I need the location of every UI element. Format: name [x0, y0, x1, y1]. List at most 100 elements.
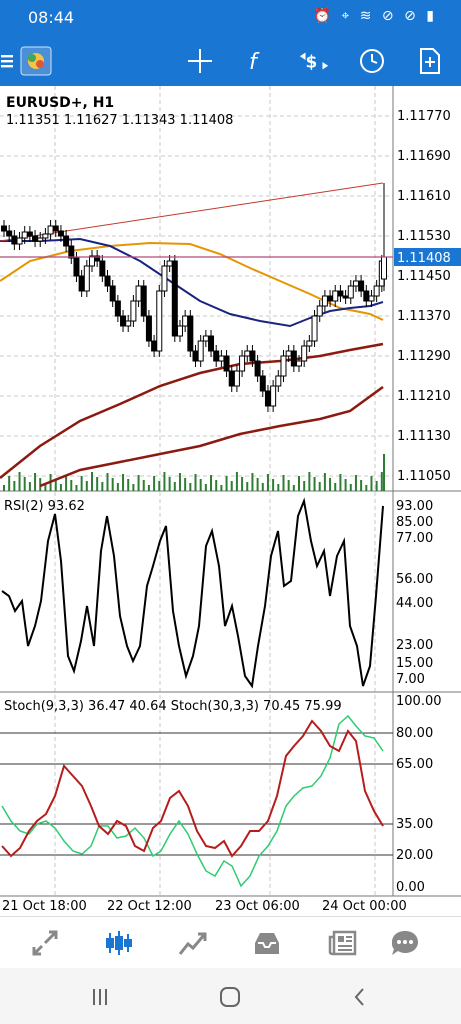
- candle: [275, 375, 282, 387]
- menu-icon[interactable]: [0, 46, 14, 76]
- news-icon[interactable]: [328, 929, 358, 957]
- candle: [280, 355, 287, 377]
- time-axis-label: 22 Oct 12:00: [107, 899, 192, 914]
- candle: [130, 300, 137, 322]
- candle: [264, 390, 271, 407]
- price-chart[interactable]: 1.11770 1.11690 1.11610 1.11530 1.11450 1.113…: [0, 86, 461, 916]
- top-toolbar: f $: [0, 36, 461, 86]
- candle: [327, 295, 334, 302]
- candle: [171, 260, 178, 337]
- chart-candles-icon[interactable]: [104, 929, 134, 957]
- rsi-axis-label: 77.00: [396, 531, 433, 546]
- timeframe-clock-icon[interactable]: [356, 46, 388, 76]
- crosshair-icon[interactable]: [184, 46, 216, 76]
- candle: [270, 385, 277, 407]
- status-icons: ⏰ ⌖ ≋ ⊘ ⊘ ▮: [313, 8, 437, 24]
- bottom-nav: [0, 916, 461, 969]
- candle: [316, 305, 323, 317]
- stoch-signal-line: [1, 714, 384, 888]
- ohlc-label: 1.11351 1.11627 1.11343 1.11408: [6, 113, 233, 128]
- recent-apps-icon[interactable]: [88, 986, 112, 1008]
- candle: [363, 290, 370, 302]
- candle: [57, 230, 64, 237]
- candle: [140, 285, 147, 317]
- symbol-label: EURUSD+, H1: [6, 95, 114, 111]
- candle: [285, 350, 292, 357]
- home-icon[interactable]: [218, 986, 242, 1008]
- stoch-axis-label: 20.00: [396, 848, 433, 863]
- system-nav-bar: [0, 968, 461, 1024]
- candle: [135, 285, 142, 302]
- candle: [368, 295, 375, 302]
- candle: [239, 355, 246, 372]
- candle: [296, 360, 303, 367]
- candle: [381, 256, 387, 280]
- candle: [358, 280, 365, 292]
- rsi-axis-label: 44.00: [396, 596, 433, 611]
- candle: [120, 315, 127, 327]
- candle: [156, 290, 163, 352]
- status-bar: 08:44 ⏰ ⌖ ≋ ⊘ ⊘ ▮: [0, 0, 461, 36]
- stoch-axis-label: 35.00: [396, 817, 433, 832]
- trade-icon[interactable]: $: [298, 46, 330, 76]
- candle: [321, 295, 328, 307]
- stoch-axis-label: 65.00: [396, 757, 433, 772]
- current-price-tag: [394, 248, 461, 266]
- candle: [21, 231, 28, 239]
- candle: [233, 370, 240, 387]
- candle: [104, 275, 111, 287]
- rsi-label: RSI(2) 93.62: [4, 499, 85, 514]
- chart-area[interactable]: 1.11770 1.11690 1.11610 1.11530 1.11450 1.113…: [0, 86, 461, 916]
- candle: [161, 265, 168, 292]
- time-axis-label: 24 Oct 00:00: [322, 899, 407, 914]
- candle: [109, 285, 116, 302]
- stoch-label: Stoch(9,3,3) 36.47 40.64 Stoch(30,3,3) 7…: [4, 699, 342, 714]
- stoch-axis-label: 0.00: [396, 880, 425, 895]
- candle: [306, 340, 313, 347]
- ma-fast-line: [0, 237, 384, 328]
- candle: [114, 300, 121, 317]
- price-axis-label: 1.11690: [397, 149, 451, 164]
- rsi-axis-label: 85.00: [396, 515, 433, 530]
- indicators-icon[interactable]: f: [240, 46, 272, 76]
- quotes-icon[interactable]: [30, 929, 60, 957]
- rsi-axis-label: 7.00: [396, 672, 425, 687]
- history-inbox-icon[interactable]: [252, 929, 282, 957]
- price-axis-label: 1.11770: [397, 109, 451, 124]
- candle: [244, 350, 251, 357]
- candle: [52, 225, 59, 232]
- rsi-axis-label: 56.00: [396, 572, 433, 587]
- candle: [301, 345, 308, 362]
- candle: [290, 350, 297, 367]
- trade-chart-icon[interactable]: [178, 929, 208, 957]
- time-axis-label: 21 Oct 18:00: [2, 899, 87, 914]
- candle: [94, 255, 101, 262]
- candle: [218, 355, 225, 362]
- candle: [63, 235, 70, 247]
- candle: [254, 360, 261, 377]
- candle: [202, 335, 209, 342]
- app-logo-icon[interactable]: [20, 46, 52, 76]
- candle: [151, 340, 158, 352]
- rsi-axis-label: 93.00: [396, 499, 433, 514]
- candle: [311, 315, 318, 342]
- chat-icon[interactable]: [390, 929, 420, 957]
- stoch-axis-label: 80.00: [396, 726, 433, 741]
- trend-line[interactable]: [0, 182, 384, 242]
- candle: [197, 340, 204, 362]
- candle: [259, 375, 266, 392]
- price-axis-label: 1.11130: [397, 429, 451, 444]
- candle: [213, 350, 220, 362]
- ma-slow-line: [0, 342, 384, 479]
- candle: [223, 355, 230, 372]
- rsi-axis-label: 23.00: [396, 638, 433, 653]
- back-icon[interactable]: [348, 986, 372, 1008]
- candle: [73, 257, 80, 277]
- candle: [176, 325, 183, 337]
- candle: [68, 245, 75, 259]
- candle: [83, 265, 90, 292]
- svg-text:$: $: [306, 52, 318, 72]
- new-order-icon[interactable]: [414, 46, 446, 76]
- candle: [16, 237, 23, 245]
- candle: [26, 231, 33, 237]
